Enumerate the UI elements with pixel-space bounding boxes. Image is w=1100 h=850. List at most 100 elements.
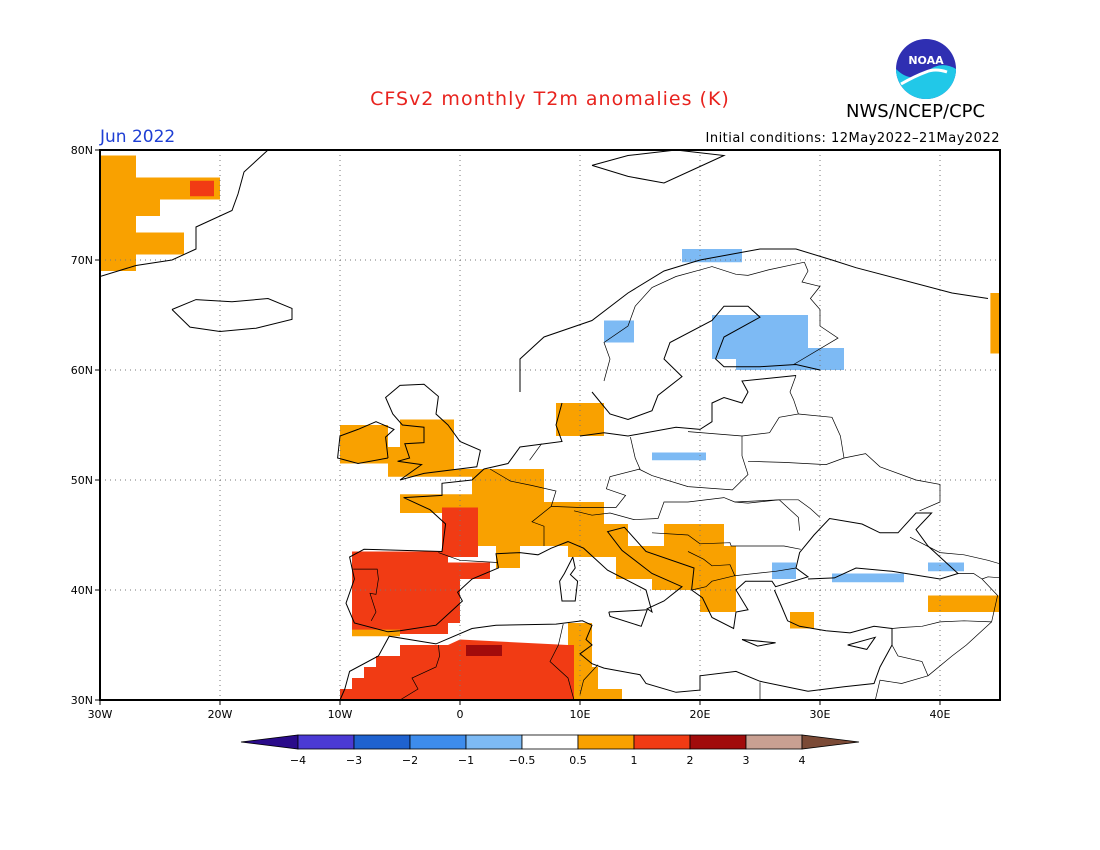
lat-tick-label: 60N (71, 364, 93, 377)
anomaly-region-france-west (442, 507, 478, 557)
anomaly-region-balkan-cold (772, 562, 796, 579)
lon-tick-label: 20W (208, 708, 233, 721)
border-caucasus (909, 536, 1000, 580)
border-pl-east (638, 431, 749, 491)
legend-swatch (297, 734, 355, 750)
legend-swatch (633, 734, 691, 750)
legend-label: 3 (743, 754, 750, 767)
legend-swatch (353, 734, 411, 750)
legend-label: −3 (346, 754, 362, 767)
noaa-logo-icon: NOAA (896, 39, 956, 99)
border-ru-west (798, 413, 845, 459)
legend-swatch (521, 734, 579, 750)
border-scand (603, 261, 805, 382)
border-iraq (927, 621, 992, 677)
coastline-cyprus (847, 636, 877, 650)
anomaly-region-greenland (100, 155, 220, 271)
map-coastlines (100, 150, 1048, 700)
legend-swatch (465, 734, 523, 750)
border-tn-ly (579, 664, 599, 695)
initial-conditions: Initial conditions: 12May2022–21May2022 (705, 131, 1000, 146)
legend-arrow-left (240, 734, 299, 750)
lon-tick-label: 10E (570, 708, 591, 721)
lat-tick-label: 70N (71, 254, 93, 267)
lon-tick-label: 10W (328, 708, 353, 721)
coastline-sicily (608, 609, 648, 627)
legend-label: −2 (402, 754, 418, 767)
anomaly-region-poland-cold (652, 452, 706, 461)
coastline-sweden-coast (591, 305, 821, 421)
map-gridlines (100, 150, 1000, 700)
border-dz-tn (549, 624, 575, 700)
logo-text: NOAA (908, 54, 944, 67)
border-fr-es (438, 552, 498, 563)
border-ua-ro (734, 499, 821, 518)
anomaly-region-denmark (556, 403, 604, 436)
anomaly-region-finnmark-cold (682, 249, 742, 263)
border-ma-dz (398, 644, 440, 700)
anomaly-region-russia-cold (736, 348, 844, 370)
legend-label: 2 (687, 754, 694, 767)
lat-tick-label: 50N (71, 474, 93, 487)
border-by-ua (747, 453, 941, 512)
anomaly-region-iberia-rim (352, 629, 400, 637)
anomaly-region-black-sea-cold (832, 573, 904, 583)
border-lim-1 (529, 443, 542, 461)
legend-swatch (689, 734, 747, 750)
chart-title: CFSv2 monthly T2m anomalies (K) (370, 88, 730, 110)
anomaly-region-anatolia-spot (790, 612, 814, 629)
legend-label: 4 (799, 754, 806, 767)
anomaly-region-ural (990, 293, 1000, 354)
agency-label: NWS/NCEP/CPC (846, 101, 986, 122)
forecast-month: Jun 2022 (100, 127, 176, 147)
coastline-africa-north (339, 620, 809, 700)
anomaly-region-caspian-cold (928, 562, 964, 572)
border-de-pl (551, 437, 641, 508)
coastline-caspian-west (1024, 546, 1048, 612)
anomaly-regions (100, 155, 1000, 700)
lon-tick-label: 0 (457, 708, 464, 721)
border-balkans (651, 532, 801, 550)
lon-tick-label: 30E (810, 708, 831, 721)
anomaly-region-sahara-core (466, 645, 502, 656)
legend-label: −4 (290, 754, 306, 767)
legend-swatch (577, 734, 635, 750)
legend-arrow-right (801, 734, 860, 750)
lon-tick-label: 40E (930, 708, 951, 721)
legend-swatch (409, 734, 467, 750)
lon-tick-label: 20E (690, 708, 711, 721)
lat-tick-label: 80N (71, 144, 93, 157)
coastline-ireland-isle (337, 421, 395, 465)
legend-label: 0.5 (569, 754, 587, 767)
border-baltic-st (741, 375, 799, 437)
anomaly-region-north-africa (340, 623, 592, 700)
legend-label: −0.5 (509, 754, 536, 767)
anomaly-region-iberia (352, 551, 490, 634)
lat-tick-label: 30N (71, 694, 93, 707)
coastline-britain-isle (384, 383, 481, 481)
border-fr-de (489, 468, 557, 546)
border-balkans-2 (687, 551, 797, 577)
lon-tick-label: 30W (88, 708, 113, 721)
anomaly-region-france-central (400, 469, 736, 612)
coastline-svalbard (591, 150, 726, 184)
coastline-corsica-sardinia (559, 556, 579, 602)
border-pt-es (353, 568, 379, 621)
legend-swatch (745, 734, 803, 750)
border-fi-ru (793, 262, 839, 365)
border-tr-sy (891, 573, 998, 629)
color-legend: −4 −3 −2 −1 −0.5 0.5 1 2 3 4 (240, 734, 860, 767)
legend-label: 1 (631, 754, 638, 767)
border-levant (874, 644, 929, 700)
anomaly-region-ireland (340, 425, 388, 464)
coastline-norway-coast (519, 248, 989, 392)
anomaly-region-greenland-core (190, 180, 214, 197)
border-greece-n (691, 575, 735, 591)
map-frame (99, 149, 1001, 701)
coastline-anatolia-south (773, 589, 893, 692)
coastline-europe-west (345, 402, 959, 633)
coastline-greenland-coast (100, 150, 269, 277)
coastline-iceland (171, 297, 293, 333)
